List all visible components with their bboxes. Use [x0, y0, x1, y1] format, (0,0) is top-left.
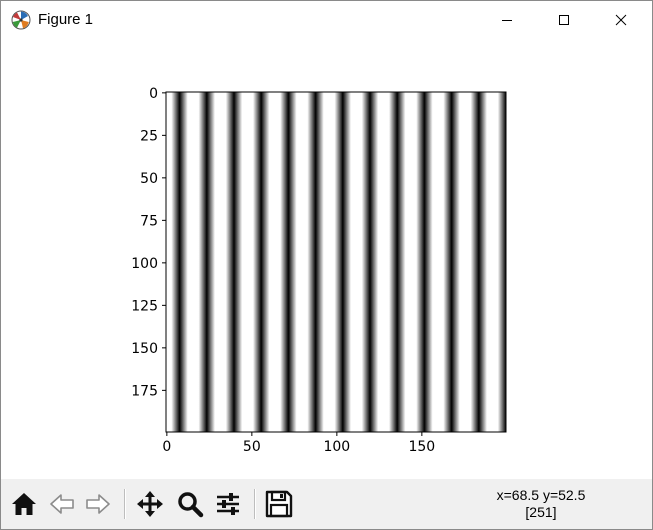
configure-subplots-button[interactable] — [211, 487, 245, 521]
save-button[interactable] — [262, 487, 296, 521]
y-tick-label: 25 — [140, 128, 158, 144]
figure-canvas[interactable]: 0 50 100 150 0 25 50 75 100 125 150 175 — [1, 39, 652, 479]
status-readout: x=68.5 y=52.5 [251] — [456, 487, 626, 521]
sliders-icon — [217, 493, 239, 515]
y-tick-label: 150 — [131, 341, 158, 357]
y-tick-label: 125 — [131, 298, 158, 314]
plot-svg: 0 50 100 150 0 25 50 75 100 125 150 175 — [131, 86, 507, 455]
back-button[interactable] — [45, 487, 79, 521]
x-tick-label: 100 — [323, 439, 350, 455]
floppy-disk-icon — [265, 490, 293, 518]
magnifier-icon — [178, 492, 204, 518]
minimize-button[interactable] — [484, 1, 530, 39]
image-heatmap — [166, 92, 506, 432]
navigation-toolbar: x=68.5 y=52.5 [251] — [1, 479, 652, 529]
x-tick-label: 150 — [408, 439, 435, 455]
close-button[interactable] — [598, 1, 644, 39]
close-icon — [615, 14, 627, 26]
forward-button[interactable] — [81, 487, 115, 521]
image-layer — [166, 92, 506, 432]
window-title: Figure 1 — [38, 11, 94, 28]
maximize-button[interactable] — [541, 1, 587, 39]
cursor-coordinates: x=68.5 y=52.5 — [496, 487, 586, 503]
y-tick-label: 0 — [149, 86, 158, 102]
axes-frame — [165, 91, 507, 433]
arrow-right-icon — [86, 494, 110, 514]
y-tick-label: 50 — [140, 171, 158, 187]
y-tick-label: 75 — [140, 213, 158, 229]
pixel-value: [251] — [525, 504, 557, 520]
x-tick-label: 0 — [162, 439, 171, 455]
minimize-icon — [502, 20, 512, 21]
maximize-icon — [559, 15, 569, 25]
move-icon — [137, 491, 163, 517]
title-bar[interactable]: Figure 1 — [1, 1, 652, 39]
y-tick-label: 175 — [131, 383, 158, 399]
zoom-button[interactable] — [173, 487, 207, 521]
matplotlib-logo-icon — [11, 10, 31, 30]
x-tick-label: 50 — [243, 439, 261, 455]
pan-button[interactable] — [133, 487, 167, 521]
toolbar-separator — [124, 489, 126, 519]
toolbar-separator — [254, 489, 256, 519]
axes-layer: 0 50 100 150 0 25 50 75 100 125 150 175 — [131, 86, 507, 455]
y-tick-label: 100 — [131, 256, 158, 272]
home-icon — [12, 493, 36, 515]
home-button[interactable] — [7, 487, 41, 521]
arrow-left-icon — [50, 494, 74, 514]
